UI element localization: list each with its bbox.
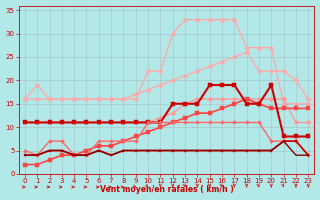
X-axis label: Vent moyen/en rafales ( km/h ): Vent moyen/en rafales ( km/h ) — [100, 185, 234, 194]
